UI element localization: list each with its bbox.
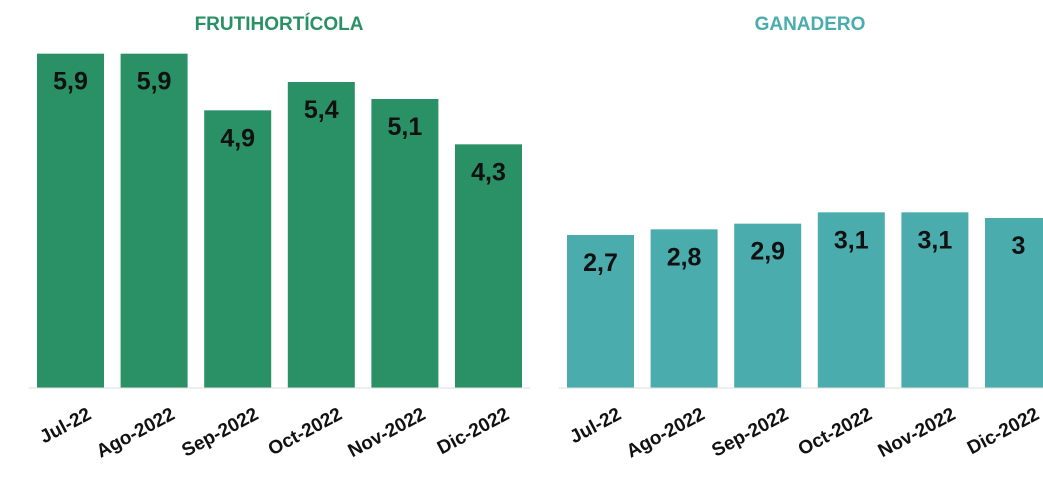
x-tick-label: Dic-2022 bbox=[434, 404, 513, 459]
bar bbox=[650, 229, 718, 388]
bar bbox=[287, 82, 355, 388]
value-label: 5,9 bbox=[137, 68, 172, 96]
bar bbox=[817, 212, 885, 388]
bar bbox=[204, 110, 272, 388]
x-tick-label: Nov-2022 bbox=[345, 404, 429, 462]
value-label: 5,4 bbox=[304, 96, 339, 124]
x-tick-label: Dic-2022 bbox=[964, 404, 1043, 459]
x-tick-label: Jul-22 bbox=[566, 404, 624, 448]
bar bbox=[37, 53, 104, 389]
chart-title: FRUTIHORTÍCOLA bbox=[195, 13, 364, 35]
bar bbox=[901, 212, 969, 388]
bar bbox=[371, 99, 439, 388]
bar bbox=[734, 223, 802, 388]
chart-title: GANADERO bbox=[755, 14, 866, 35]
value-label: 2,7 bbox=[583, 249, 618, 277]
x-tick-label: Nov-2022 bbox=[875, 404, 959, 462]
value-label: 3,1 bbox=[834, 226, 869, 254]
value-label: 4,3 bbox=[471, 158, 506, 186]
value-label: 4,9 bbox=[220, 124, 255, 152]
x-tick-label: Sep-2022 bbox=[179, 404, 263, 462]
bar bbox=[455, 144, 522, 388]
x-tick-label: Oct-2022 bbox=[795, 404, 876, 460]
x-tick-label: Sep-2022 bbox=[709, 404, 793, 462]
bar bbox=[567, 235, 634, 388]
x-tick-label: Jul-22 bbox=[36, 404, 94, 448]
value-label: 2,8 bbox=[667, 243, 702, 271]
x-tick-label: Ago-2022 bbox=[93, 404, 178, 463]
value-label: 5,9 bbox=[53, 68, 88, 96]
bar bbox=[985, 218, 1043, 388]
value-label: 3,1 bbox=[918, 226, 953, 254]
value-label: 3 bbox=[1012, 232, 1026, 260]
value-label: 5,1 bbox=[388, 113, 423, 141]
x-tick-label: Oct-2022 bbox=[265, 404, 346, 460]
x-tick-label: Ago-2022 bbox=[623, 404, 708, 463]
bar bbox=[120, 53, 188, 389]
value-label: 2,9 bbox=[750, 238, 785, 266]
